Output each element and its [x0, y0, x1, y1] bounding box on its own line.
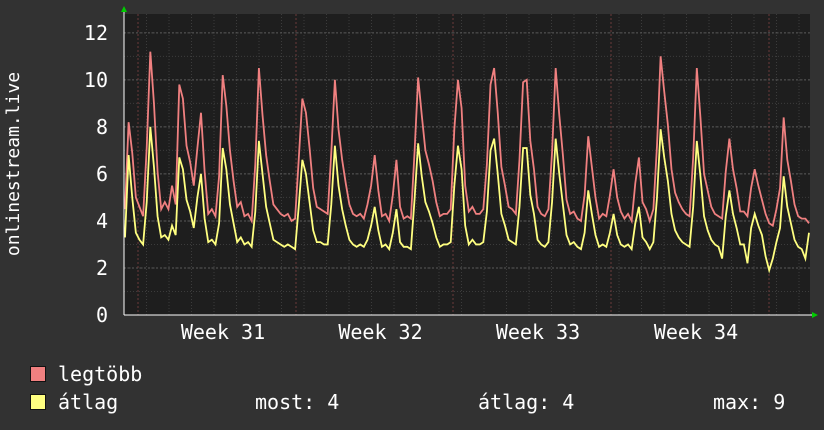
- legend-swatch-legtobb: [30, 366, 46, 382]
- x-tick-label: Week 31: [181, 320, 265, 344]
- y-tick-label: 12: [84, 21, 108, 45]
- y-axis-arrow-icon: [121, 6, 127, 12]
- y-tick-label: 8: [96, 115, 108, 139]
- x-tick-label: Week 32: [338, 320, 422, 344]
- legend-label-legtobb: legtöbb: [58, 362, 143, 386]
- y-tick-label: 0: [96, 303, 108, 327]
- stat-max: max: 9: [713, 390, 786, 414]
- x-axis-arrow-icon: [812, 312, 818, 318]
- series-line-legtobb: [124, 51, 810, 228]
- legend-item-atlag: átlag: [30, 390, 118, 414]
- y-axis-label: onlinestream.live: [3, 72, 24, 256]
- stat-most: most: 4: [255, 390, 340, 414]
- stat-atlag: átlag: 4: [478, 390, 575, 414]
- x-tick-label: Week 34: [654, 320, 738, 344]
- x-tick-label: Week 33: [496, 320, 580, 344]
- y-tick-label: 2: [96, 256, 108, 280]
- legend-swatch-atlag: [30, 394, 46, 410]
- plot-area: [124, 14, 810, 315]
- y-axis-ticks: 0 2 4 6 8 10 12: [84, 21, 108, 327]
- chart: 0 2 4 6 8 10 12 Week 31 Week 32 Week 33 Week 34 o…: [3, 6, 818, 344]
- legend-label-atlag: átlag: [58, 390, 119, 414]
- axes: [121, 6, 818, 318]
- y-tick-label: 10: [84, 68, 108, 92]
- y-tick-label: 4: [96, 209, 108, 233]
- y-tick-label: 6: [96, 162, 108, 186]
- series-line-atlag: [124, 126, 810, 274]
- x-axis-ticks: Week 31 Week 32 Week 33 Week 34: [181, 320, 738, 344]
- legend-item-legtobb: legtöbb: [30, 362, 142, 386]
